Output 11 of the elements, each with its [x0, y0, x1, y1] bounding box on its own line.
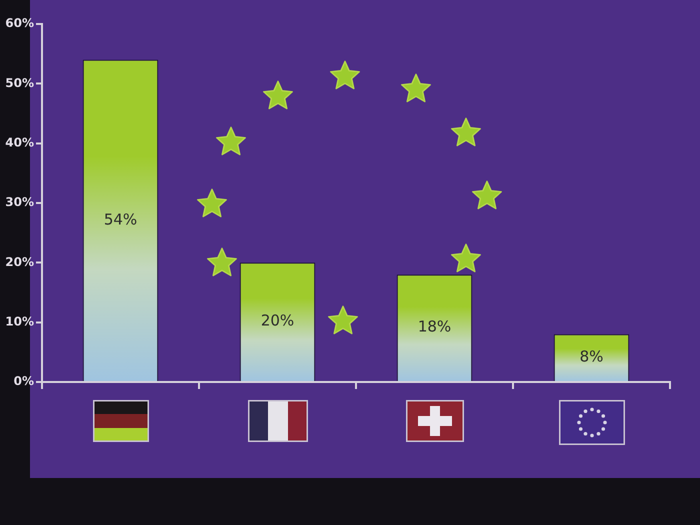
y-tick-label: 20% — [5, 254, 34, 269]
data-label: 54% — [104, 210, 138, 228]
data-label: 20% — [260, 312, 294, 330]
y-tick-label: 0% — [14, 374, 34, 388]
y-tick-label: 50% — [5, 76, 34, 90]
y-tick-label: 30% — [5, 195, 34, 210]
y-tick-label: 10% — [5, 314, 34, 328]
data-label: 8% — [580, 348, 604, 366]
y-tick-label: 40% — [5, 135, 34, 150]
y-tick-label: 60% — [5, 16, 34, 30]
data-label: 18% — [418, 318, 452, 336]
